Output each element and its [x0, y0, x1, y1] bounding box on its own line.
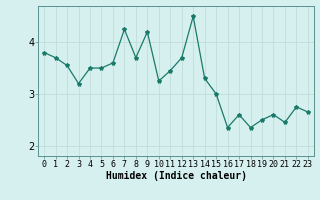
X-axis label: Humidex (Indice chaleur): Humidex (Indice chaleur): [106, 171, 246, 181]
